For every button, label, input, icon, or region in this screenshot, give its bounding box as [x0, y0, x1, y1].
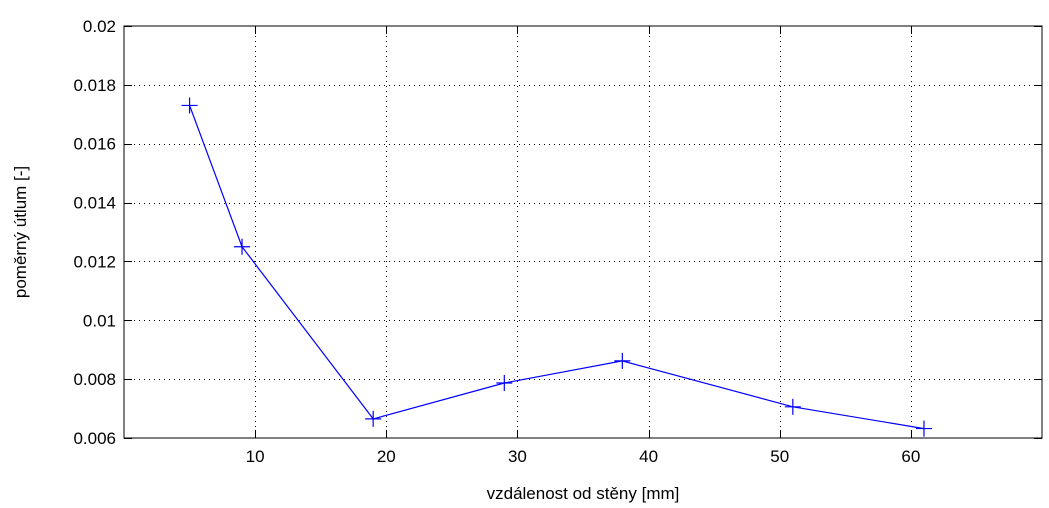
y-tick-label: 0.006: [73, 429, 116, 448]
series-layer: [181, 97, 932, 437]
data-point-marker: [915, 420, 932, 437]
y-tick-label: 0.018: [73, 76, 116, 95]
y-axis-label: poměrný útlum [-]: [11, 166, 30, 298]
y-tick-label: 0.01: [83, 311, 116, 330]
x-tick-label: 30: [508, 447, 527, 466]
x-tick-label: 60: [901, 447, 920, 466]
data-point-marker: [496, 374, 513, 391]
x-tick-label: 40: [639, 447, 658, 466]
y-tick-label: 0.014: [73, 194, 116, 213]
y-tick-labels: 0.006 0.008 0.01 0.012 0.014 0.016 0.018 0.02: [73, 17, 116, 448]
x-tick-label: 10: [246, 447, 265, 466]
data-point-marker: [365, 410, 382, 427]
data-point-marker: [614, 352, 631, 369]
x-tick-label: 20: [377, 447, 396, 466]
x-tick-label: 50: [770, 447, 789, 466]
x-axis-label: vzdálenost od stěny [mm]: [487, 484, 680, 503]
data-point-marker: [181, 97, 198, 114]
x-tick-labels: 10 20 30 40 50 60: [246, 447, 921, 466]
y-tick-label: 0.012: [73, 252, 116, 271]
axis-ticks: [124, 26, 1042, 439]
y-tick-label: 0.016: [73, 135, 116, 154]
data-point-marker: [784, 398, 801, 415]
grid-lines: [124, 26, 1042, 438]
y-tick-label: 0.02: [83, 17, 116, 36]
series-line: [189, 105, 925, 430]
plot-area-frame: [123, 25, 1043, 439]
y-tick-label: 0.008: [73, 370, 116, 389]
data-point-marker: [234, 238, 251, 255]
